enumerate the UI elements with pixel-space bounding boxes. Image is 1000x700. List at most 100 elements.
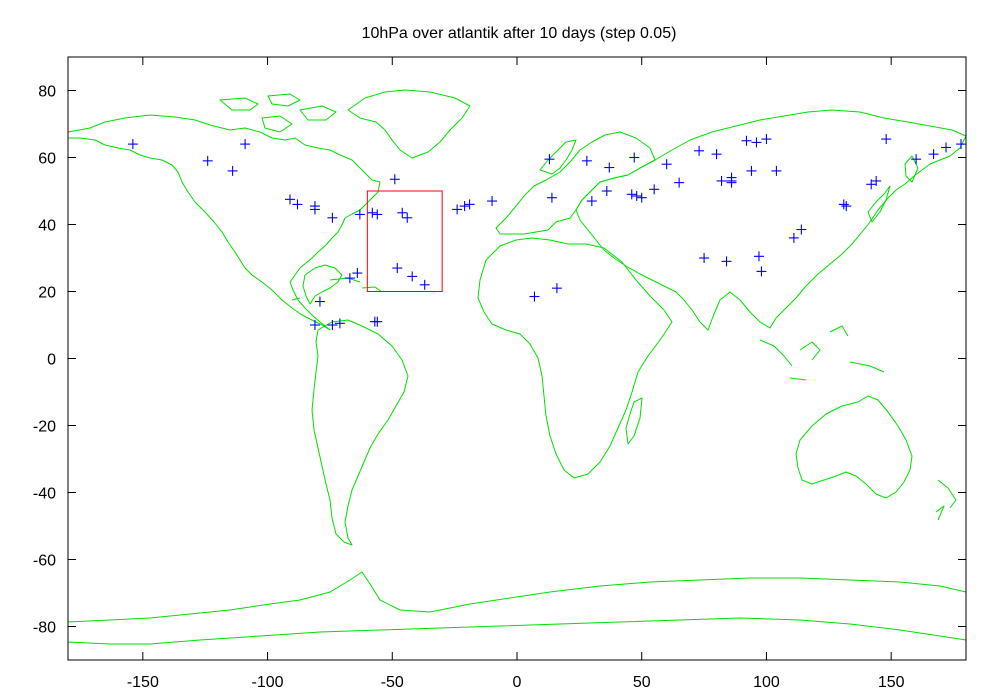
data-point (629, 152, 640, 163)
data-point (881, 134, 892, 145)
data-point (546, 192, 557, 203)
data-point (397, 207, 408, 218)
coastline-asia (575, 109, 967, 331)
data-point (551, 283, 562, 294)
coastline-antarctica (67, 571, 967, 645)
y-tick-label: 0 (47, 352, 56, 369)
data-point (407, 271, 418, 282)
x-tick-label: -150 (127, 674, 159, 691)
data-point (841, 201, 852, 212)
data-point (314, 296, 325, 307)
coastline-africa (477, 237, 673, 479)
data-point (352, 268, 363, 279)
data-point (240, 139, 251, 150)
point-layer (127, 134, 967, 330)
data-point (327, 212, 338, 223)
data-point (674, 177, 685, 188)
data-point (327, 320, 338, 330)
data-point (649, 184, 660, 195)
data-point (911, 154, 922, 165)
y-axis: -80 -60 -40 -20 0 20 40 60 80 (33, 84, 966, 637)
y-tick-label: 40 (38, 218, 56, 235)
data-point (372, 209, 383, 220)
y-tick-label: 20 (38, 285, 56, 302)
data-point (601, 186, 612, 196)
data-point (956, 139, 967, 150)
data-point (788, 232, 799, 243)
data-point (372, 316, 383, 327)
data-point (127, 139, 138, 150)
data-point (581, 155, 592, 166)
x-tick-label: -50 (381, 674, 404, 691)
y-tick-label: -60 (33, 553, 56, 570)
x-tick-label: 150 (878, 674, 905, 691)
data-point (487, 196, 498, 207)
coastline-indonesia (759, 325, 885, 381)
data-point (631, 191, 642, 202)
data-point (746, 165, 757, 176)
data-point (928, 149, 939, 160)
data-point (452, 204, 463, 215)
y-tick-label: -20 (33, 419, 56, 436)
data-point (334, 318, 345, 329)
y-tick-label: -80 (33, 620, 56, 637)
x-tick-label: 0 (513, 674, 522, 691)
coastline-south-america (311, 319, 409, 546)
chart-title: 10hPa over atlantik after 10 days (step … (362, 25, 677, 42)
y-tick-label: -40 (33, 486, 56, 503)
coastline-japan (867, 185, 891, 223)
coastline-kamchatka (904, 155, 919, 183)
data-point (202, 155, 213, 166)
coastline-scandinavia (539, 139, 577, 175)
coastline-greenland (347, 89, 471, 159)
data-point (751, 137, 762, 148)
data-point (402, 212, 413, 223)
data-point (711, 149, 722, 160)
y-tick-label: 80 (38, 84, 56, 101)
data-point (529, 291, 540, 302)
coastline-madagascar (625, 397, 643, 445)
coastline-gulf (302, 264, 343, 305)
data-point (694, 145, 705, 156)
data-point (716, 175, 727, 186)
data-point (941, 142, 952, 153)
data-point (309, 204, 320, 215)
data-point (721, 256, 732, 267)
coastline-europe (495, 131, 656, 235)
data-point (389, 174, 400, 185)
data-point (761, 134, 772, 145)
data-point (459, 201, 470, 212)
data-point (636, 192, 647, 203)
data-point (586, 196, 597, 207)
data-point (392, 263, 403, 274)
x-tick-label: -100 (252, 674, 284, 691)
data-point (309, 320, 320, 330)
data-point (699, 253, 710, 263)
x-tick-label: 50 (633, 674, 651, 691)
data-point (419, 279, 430, 290)
data-point (344, 273, 355, 284)
x-tick-label: 100 (753, 674, 780, 691)
coastline-caribbean (291, 277, 383, 301)
data-point (626, 189, 637, 200)
data-point (771, 165, 782, 176)
coastline-australia (795, 395, 913, 499)
y-tick-label: 60 (38, 151, 56, 168)
coastline-new-zealand (935, 479, 957, 521)
data-point (285, 194, 296, 205)
coastline-arctic-islands (219, 93, 337, 133)
data-point (367, 207, 378, 218)
data-point (604, 162, 615, 173)
data-point (741, 135, 752, 146)
coastline-layer (67, 89, 967, 645)
data-point (544, 154, 555, 165)
data-point (756, 266, 767, 277)
data-point (292, 199, 303, 210)
data-point (796, 224, 807, 235)
data-point (464, 199, 475, 210)
data-point (661, 159, 672, 170)
data-point (227, 165, 238, 176)
data-point (871, 175, 882, 186)
data-point (753, 251, 764, 262)
